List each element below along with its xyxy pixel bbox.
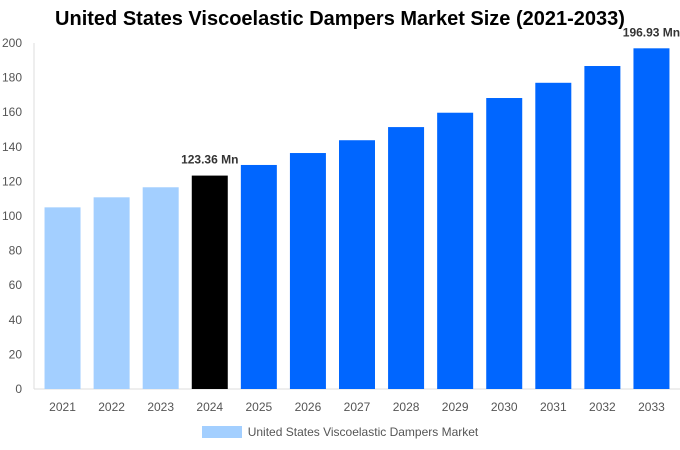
bar-2028 — [388, 127, 425, 389]
y-tick-label: 120 — [2, 174, 22, 188]
y-tick-label: 0 — [15, 382, 22, 396]
x-tick-label: 2022 — [98, 400, 125, 414]
x-tick-label: 2033 — [638, 400, 665, 414]
x-tick-label: 2028 — [393, 400, 420, 414]
x-tick-label: 2032 — [589, 400, 616, 414]
x-tick-label: 2030 — [491, 400, 518, 414]
bar-2022 — [93, 197, 130, 389]
chart-title: United States Viscoelastic Dampers Marke… — [55, 8, 625, 30]
y-tick-label: 20 — [9, 347, 23, 361]
y-tick-label: 40 — [9, 313, 23, 327]
bar-2029 — [437, 112, 474, 390]
bar-2023 — [142, 187, 179, 389]
x-tick-label: 2027 — [344, 400, 371, 414]
data-label: 123.36 Mn — [181, 153, 238, 167]
x-tick-label: 2025 — [245, 400, 272, 414]
x-tick-label: 2023 — [147, 400, 174, 414]
legend: United States Viscoelastic Dampers Marke… — [0, 425, 680, 439]
y-tick-label: 160 — [2, 105, 22, 119]
bar-2027 — [339, 140, 375, 389]
y-tick-label: 200 — [2, 36, 22, 50]
bar-2025 — [240, 164, 277, 389]
y-tick-label: 100 — [2, 209, 22, 223]
data-label: 196.93 Mn — [623, 25, 680, 39]
legend-label: United States Viscoelastic Dampers Marke… — [247, 425, 479, 439]
bar-2032 — [584, 66, 621, 389]
x-tick-label: 2031 — [540, 400, 567, 414]
x-tick-label: 2024 — [196, 400, 223, 414]
y-tick-label: 140 — [2, 140, 22, 154]
x-tick-label: 2029 — [442, 400, 469, 414]
y-tick-label: 180 — [2, 71, 22, 85]
bar-2026 — [289, 153, 326, 389]
bar-2030 — [486, 98, 523, 389]
bar-2024 — [191, 175, 228, 389]
y-tick-label: 60 — [9, 278, 23, 292]
legend-swatch — [201, 426, 242, 438]
x-tick-label: 2021 — [49, 400, 76, 414]
x-tick-label: 2026 — [295, 400, 322, 414]
bar-2033 — [633, 48, 670, 390]
bar-2031 — [535, 82, 572, 389]
y-tick-label: 80 — [9, 244, 23, 258]
bar-2021 — [44, 207, 81, 389]
